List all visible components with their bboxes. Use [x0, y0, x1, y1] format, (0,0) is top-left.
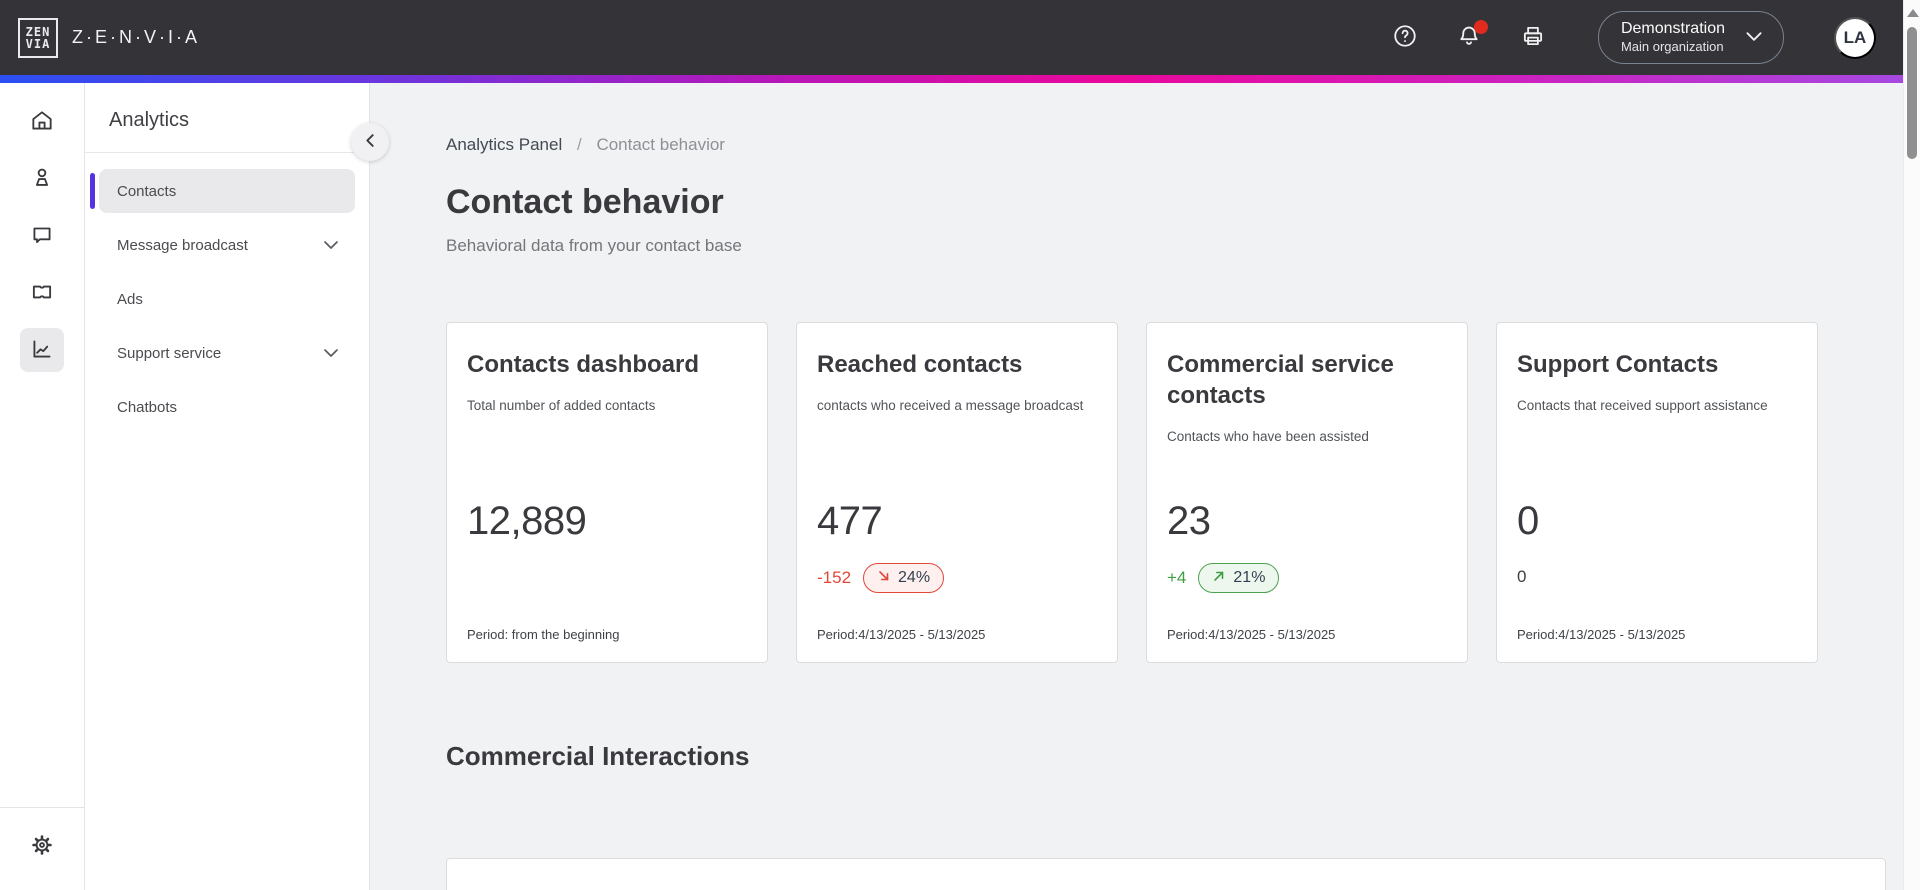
sidebar-item-label: Ads — [117, 290, 143, 308]
delta-value: +4 — [1167, 568, 1187, 587]
page-title: Contact behavior — [446, 183, 724, 221]
sidebar-item-label: Support service — [117, 344, 222, 362]
chat-bubble-icon — [29, 222, 55, 251]
card-description: contacts who received a message broadcas… — [817, 398, 1084, 414]
brand-gradient-bar — [0, 75, 1920, 83]
notifications-button[interactable] — [1452, 19, 1488, 55]
rail-bottom-section — [0, 807, 84, 890]
card-value: 477 — [817, 499, 883, 543]
card-title: Reached contacts — [817, 351, 1023, 378]
sidebar-item-contacts[interactable]: Contacts — [90, 169, 355, 213]
user-avatar[interactable]: LA — [1834, 16, 1876, 59]
topbar-actions: Demonstration Main organization LA — [1388, 10, 1876, 65]
card-value: 23 — [1167, 499, 1211, 543]
arrow-down-right-icon — [877, 569, 891, 588]
analytics-chart-icon — [29, 336, 55, 365]
trend-badge-positive: 21% — [1198, 563, 1280, 593]
question-mark-circle-icon — [1392, 23, 1418, 52]
nav-contacts-button[interactable] — [20, 157, 64, 201]
contacts-person-icon — [29, 165, 55, 194]
nav-sales-button[interactable] — [20, 271, 64, 315]
chevron-down-icon — [323, 345, 339, 362]
organization-name: Demonstration — [1620, 19, 1725, 37]
breadcrumb: Analytics Panel / Contact behavior — [446, 135, 1835, 155]
card-reached-contacts: Reached contacts contacts who received a… — [796, 322, 1118, 663]
avatar-initials: LA — [1843, 27, 1867, 47]
card-period: Period:4/13/2025 - 5/13/2025 — [817, 627, 986, 642]
sidebar-item-label: Message broadcast — [117, 236, 248, 254]
card-value: 0 — [1517, 499, 1539, 543]
organization-switcher[interactable]: Demonstration Main organization — [1597, 10, 1784, 65]
analytics-sidebar: Analytics Contacts Message broadcast Ads… — [85, 83, 370, 890]
nav-chat-button[interactable] — [20, 214, 64, 258]
organization-subtitle: Main organization — [1620, 38, 1724, 54]
card-contacts-dashboard: Contacts dashboard Total number of added… — [446, 322, 768, 663]
top-bar: ZEN VIA Z·E·N·V·I·A — [0, 0, 1920, 75]
sidebar-item-ads[interactable]: Ads — [99, 277, 355, 321]
chevron-left-icon — [364, 133, 376, 151]
delta-value: -152 — [817, 568, 852, 587]
card-title: Contacts dashboard — [467, 351, 700, 378]
chevron-down-icon — [323, 237, 339, 254]
nav-analytics-button[interactable] — [20, 328, 64, 372]
card-secondary-value: 0 — [1517, 567, 1527, 586]
arrow-up-right-icon — [1212, 569, 1226, 588]
card-value: 12,889 — [467, 499, 587, 543]
sidebar-menu: Contacts Message broadcast Ads Support s… — [85, 153, 369, 455]
help-button[interactable] — [1388, 21, 1422, 55]
card-period: Period: from the beginning — [467, 627, 620, 642]
breadcrumb-current: Contact behavior — [596, 135, 725, 154]
card-support-contacts: Support Contacts Contacts that received … — [1496, 322, 1818, 663]
sidebar-item-label: Chatbots — [117, 398, 178, 416]
settings-button[interactable] — [20, 824, 64, 868]
main-content: Analytics Panel / Contact behavior Conta… — [370, 83, 1920, 890]
trend-percent: 24% — [898, 569, 931, 586]
notification-badge-dot — [1473, 19, 1488, 34]
logo-bottom-text: VIA — [25, 36, 51, 51]
scrollbar-thumb[interactable] — [1907, 27, 1917, 159]
chevron-down-icon — [1745, 30, 1763, 45]
icon-rail — [0, 83, 85, 890]
card-title: Commercial service contacts — [1167, 351, 1394, 410]
card-description: Contacts who have been assisted — [1167, 429, 1369, 445]
section-title-commercial-interactions: Commercial Interactions — [446, 741, 750, 771]
zenvia-brand[interactable]: ZEN VIA Z·E·N·V·I·A — [18, 17, 200, 58]
card-delta-row: +4 21% — [1167, 563, 1280, 593]
page-subtitle: Behavioral data from your contact base — [446, 236, 742, 255]
scrollbar-up-arrow[interactable] — [1907, 9, 1919, 17]
nav-home-button[interactable] — [20, 100, 64, 144]
ticket-icon — [29, 279, 55, 308]
card-description: Contacts that received support assistanc… — [1517, 398, 1768, 414]
sidebar-item-support-service[interactable]: Support service — [99, 331, 355, 375]
card-commercial-service-contacts: Commercial service contacts Contacts who… — [1146, 322, 1468, 663]
sidebar-item-chatbots[interactable]: Chatbots — [99, 385, 355, 429]
trend-percent: 21% — [1233, 569, 1266, 586]
collapse-sidebar-button[interactable] — [351, 123, 389, 161]
kpi-cards-row: Contacts dashboard Total number of added… — [446, 322, 1835, 663]
trend-badge-negative: 24% — [863, 563, 945, 593]
home-icon — [29, 108, 55, 137]
vertical-scrollbar — [1903, 0, 1920, 890]
print-button[interactable] — [1516, 21, 1550, 55]
commercial-interactions-panel — [446, 858, 1886, 890]
card-delta-row: -152 24% — [817, 563, 945, 593]
sidebar-title: Analytics — [85, 83, 369, 153]
logo-top-text: ZEN — [25, 24, 51, 39]
printer-icon — [1520, 23, 1546, 52]
zenvia-logo-icon: ZEN VIA — [18, 17, 58, 58]
sidebar-item-label: Contacts — [117, 182, 177, 200]
gear-icon — [29, 832, 55, 861]
breadcrumb-analytics-panel[interactable]: Analytics Panel — [446, 135, 563, 154]
card-title: Support Contacts — [1517, 351, 1719, 378]
sidebar-item-message-broadcast[interactable]: Message broadcast — [99, 223, 355, 267]
card-period: Period:4/13/2025 - 5/13/2025 — [1517, 627, 1686, 642]
app-shell: Analytics Contacts Message broadcast Ads… — [0, 83, 1920, 890]
card-period: Period:4/13/2025 - 5/13/2025 — [1167, 627, 1336, 642]
bell-icon — [1456, 23, 1482, 52]
zenvia-wordmark: Z·E·N·V·I·A — [72, 27, 200, 47]
breadcrumb-separator: / — [576, 135, 582, 154]
card-description: Total number of added contacts — [467, 398, 656, 414]
